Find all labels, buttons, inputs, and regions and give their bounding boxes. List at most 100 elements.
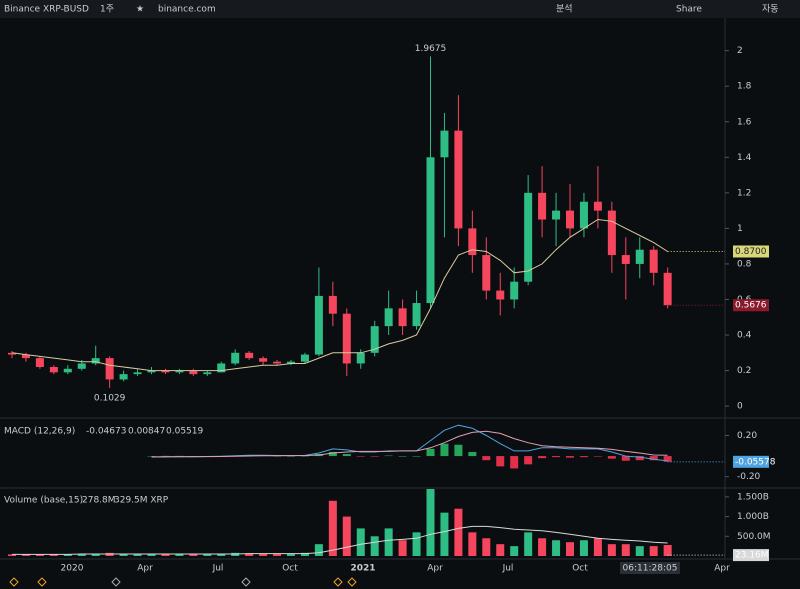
candle-body (63, 368, 72, 373)
volume-bar (161, 554, 170, 556)
y-tick-label: 2 (737, 46, 743, 56)
x-tick-label: 2020 (61, 564, 84, 574)
volume-bar (426, 489, 435, 556)
candle-body (147, 370, 156, 373)
time-box (620, 562, 680, 574)
volume-bar (663, 545, 672, 556)
histogram-bar (510, 456, 519, 469)
volume-bar (147, 554, 156, 556)
candle-body (328, 295, 337, 314)
volume-bar (552, 540, 561, 556)
candle-body (35, 358, 44, 368)
candle-body (621, 255, 630, 264)
low-annotation: 0.1029 (94, 393, 126, 403)
macd-header-value: 0.00847 (128, 427, 165, 437)
auto[interactable]: 자동 (762, 4, 779, 15)
volume-bar (300, 552, 309, 556)
histogram-bar (454, 444, 463, 457)
volume-bar (203, 554, 212, 556)
site[interactable]: binance.com (158, 5, 216, 15)
line (11, 218, 668, 372)
volume-bar (440, 512, 449, 556)
histogram-bar (649, 456, 658, 461)
y-tick-label: 1.000B (737, 512, 769, 522)
marker-box (733, 245, 769, 258)
volume-bar (35, 554, 44, 556)
candle-body (635, 249, 644, 264)
y-tick-label: 0.20 (737, 431, 757, 441)
macd-title: MACD (12,26,9) (4, 427, 75, 437)
histogram-bar (161, 455, 170, 457)
x-tick-label: 06:11:28:05 (623, 564, 678, 574)
x-tick-label: Oct (282, 564, 298, 574)
volume-bar (245, 553, 254, 556)
volume-bar (133, 554, 142, 556)
candle-body (119, 374, 128, 380)
marker-box (733, 549, 769, 562)
candle-body (440, 130, 449, 158)
volume-bar (454, 508, 463, 556)
marker-label: 0.8700 (735, 247, 767, 257)
candle-body (49, 367, 58, 373)
marker-box (733, 299, 769, 312)
candle-body (426, 157, 435, 304)
candle-body (8, 352, 16, 355)
star[interactable]: ★ (136, 5, 144, 15)
x-tick-label: Apr (427, 564, 443, 574)
candle-body (287, 361, 295, 364)
volume-header-value: 278.8M (82, 496, 116, 506)
volume-bar (273, 554, 282, 556)
y-tick-label: 0 (737, 402, 743, 412)
y-tick-label: 1.4 (737, 153, 752, 163)
volume-bar (621, 544, 630, 556)
histogram-bar (398, 456, 407, 457)
candle-body (175, 370, 184, 373)
symbol[interactable]: Binance XRP-BUSD (4, 5, 89, 15)
candle-body (384, 308, 393, 327)
interval[interactable]: 1주 (100, 4, 114, 15)
candle-body (468, 228, 477, 256)
histogram-bar (468, 451, 477, 457)
histogram-bar (635, 456, 644, 461)
x-tick-label: Apr (714, 564, 730, 574)
y-tick-label: 0.4 (737, 331, 752, 341)
candle-body (356, 352, 365, 364)
volume-bar (510, 546, 519, 556)
candle-body (524, 192, 533, 282)
candle-body (593, 201, 602, 211)
macd-header-value: -0.04673 (86, 427, 126, 437)
volume-bar (370, 536, 379, 556)
y-tick-label: 0.8 (737, 259, 752, 269)
candle-body (552, 210, 561, 220)
view[interactable]: 분석 (556, 4, 573, 15)
volume-bar (593, 538, 602, 556)
candle-body (663, 272, 672, 306)
volume-bar (384, 528, 393, 556)
candle-body (398, 308, 407, 327)
event-icon (241, 577, 251, 587)
y-tick-label: 0.2 (737, 366, 751, 376)
line (12, 525, 668, 555)
candle-body (161, 370, 170, 373)
x-tick-label: Oct (572, 564, 588, 574)
volume-bar (579, 540, 588, 556)
event-icon (347, 577, 357, 587)
volume-bar (21, 554, 30, 556)
candle-body (203, 372, 212, 375)
volume-bar (8, 554, 16, 556)
volume-bar (259, 553, 268, 556)
candle-body (342, 313, 351, 364)
marker-label: 23.16M (735, 551, 769, 561)
volume-bar (412, 532, 421, 556)
candle-body (105, 358, 114, 380)
candle-body (579, 201, 588, 229)
x-tick-label: 2021 (350, 564, 375, 574)
candle-body (273, 361, 282, 364)
share[interactable]: Share (676, 5, 702, 15)
marker-label: 0.5676 (735, 301, 767, 311)
volume-bar (49, 554, 58, 556)
marker-box (733, 455, 769, 468)
event-icon (111, 577, 121, 587)
y-tick-label: 1 (737, 224, 743, 234)
